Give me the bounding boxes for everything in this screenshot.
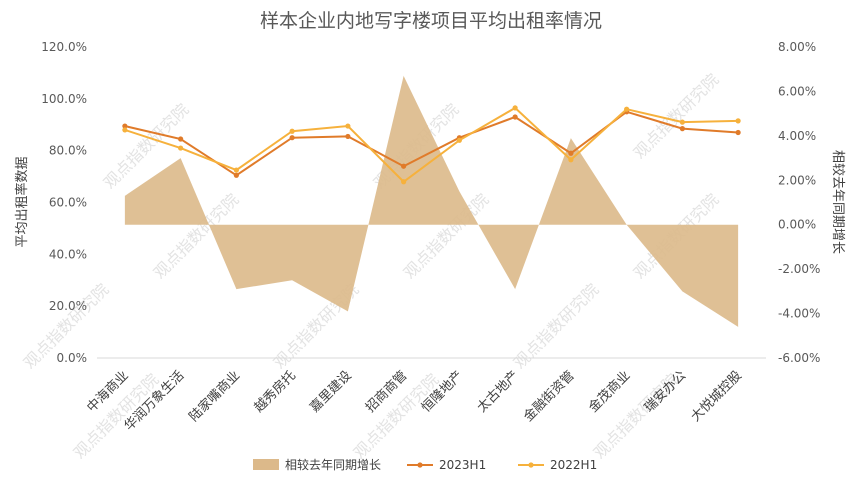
line-point (735, 129, 741, 136)
x-tick-label: 大悦城控股 (688, 368, 745, 425)
x-tick-label: 太古地产 (475, 368, 522, 415)
y-tick-label: 80.0% (49, 144, 87, 158)
legend-label: 2022H1 (550, 458, 597, 472)
y2-tick-label: 4.00% (778, 129, 816, 143)
legend-swatch-area (253, 459, 279, 470)
watermark-text: 观点指数研究院 (510, 280, 603, 373)
y-tick-label: 0.0% (57, 351, 88, 365)
legend-label: 相较去年同期增长 (285, 457, 381, 472)
line-series-2023h1 (124, 110, 739, 177)
line-point (178, 145, 184, 151)
line-point (122, 127, 128, 133)
line-point (289, 128, 295, 134)
line-point (568, 157, 574, 163)
y-tick-label: 100.0% (41, 92, 87, 106)
y2-tick-label: -4.00% (778, 307, 820, 321)
y2-tick-label: 0.00% (778, 218, 816, 232)
chart-title: 样本企业内地写字楼项目平均出租率情况 (260, 10, 602, 32)
y-tick-label: 120.0% (41, 40, 87, 54)
line-point (679, 126, 685, 132)
line-point (568, 150, 574, 156)
y2-tick-label: 2.00% (778, 173, 816, 187)
area-series-yoy-growth (124, 75, 739, 327)
y-axis-title: 平均出租率数据 (14, 156, 30, 247)
legend: 相较去年同期增长 2023H1 2022H1 (253, 457, 597, 472)
y2-tick-label: -6.00% (778, 351, 820, 365)
line-point (679, 119, 685, 125)
line-point (401, 179, 407, 185)
line-point (345, 133, 351, 140)
legend-swatch-marker (528, 462, 534, 468)
line-point (401, 163, 407, 169)
line-point (233, 172, 239, 178)
line-point (624, 106, 630, 112)
y-tick-label: 60.0% (49, 196, 87, 210)
y2-axis-title: 相较去年同期增长 (830, 150, 845, 254)
line-series-2022h1 (124, 106, 739, 184)
plot-area (122, 75, 741, 327)
x-tick-label: 金茂商业 (585, 368, 633, 416)
x-tick-label: 越秀房托 (251, 368, 299, 416)
line-point (233, 167, 239, 173)
y-tick-label: 20.0% (49, 299, 87, 313)
line-point (289, 135, 295, 141)
x-tick-label: 嘉里建设 (307, 368, 354, 415)
line-point (345, 123, 351, 129)
line-point (122, 123, 128, 129)
x-tick-label: 陆家嘴商业 (186, 368, 243, 425)
legend-label: 2023H1 (439, 458, 486, 472)
line-point (512, 105, 518, 111)
line-point (735, 118, 741, 124)
x-tick-label: 金融街资管 (520, 368, 577, 425)
y2-tick-label: 8.00% (778, 40, 816, 54)
y2-tick-label: -2.00% (778, 262, 820, 276)
line-point (456, 137, 462, 143)
line-point (178, 136, 184, 142)
y2-tick-label: 6.00% (778, 84, 816, 98)
legend-swatch-marker (417, 462, 423, 468)
line-point (512, 114, 518, 120)
y-tick-label: 40.0% (49, 247, 87, 261)
